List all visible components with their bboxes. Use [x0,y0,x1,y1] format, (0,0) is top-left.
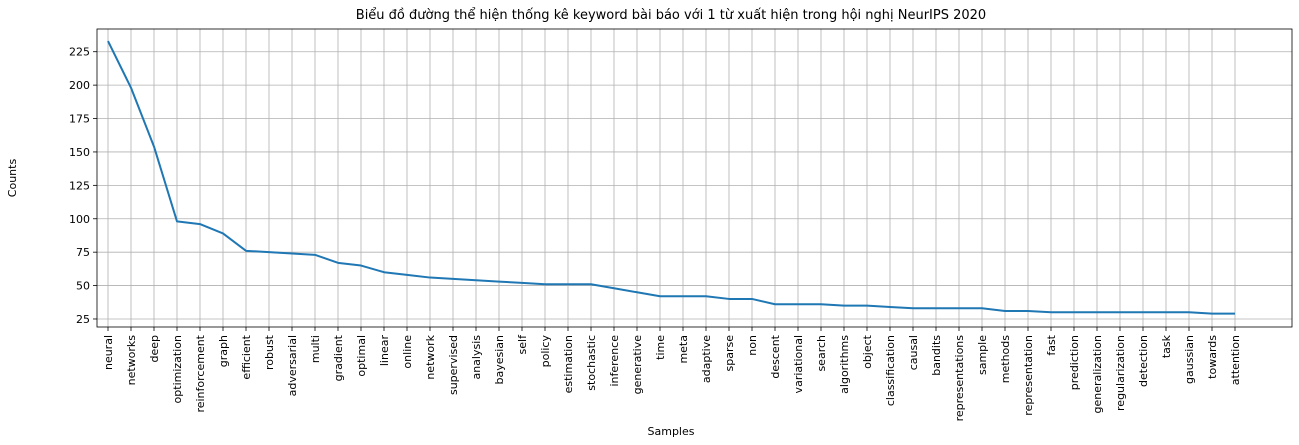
x-tick-label: non [746,335,759,356]
x-tick-label: time [654,335,667,360]
y-tick-label: 150 [69,146,90,159]
x-tick-label: online [401,335,414,369]
x-tick-label: networks [125,335,138,386]
x-tick-label: search [815,335,828,372]
x-tick-label: bayesian [493,335,506,385]
x-tick-label: prediction [1068,335,1081,390]
x-tick-label: representations [953,335,966,422]
x-gridlines [107,29,1236,327]
x-tick-label: optimal [355,335,368,377]
x-tick-label: meta [677,335,690,364]
x-tick-label: sample [976,335,989,375]
x-tick-label: adaptive [700,335,713,383]
x-tick-label: representation [1022,335,1035,416]
y-gridlines [97,51,1292,320]
y-tick-label: 100 [69,213,90,226]
y-tick-label: 225 [69,46,90,59]
x-tick-label: multi [309,335,322,363]
x-tick-label: regularization [1114,335,1127,411]
x-tick-label: generative [631,335,644,395]
x-tick-label: stochastic [585,335,598,391]
x-tick-label: efficient [240,334,253,379]
y-tick-label: 175 [69,113,90,126]
x-tick-label: analysis [470,335,483,380]
y-axis-title: Counts [6,159,19,198]
x-axis-ticks: neural networks deep optimization reinforcem… [102,327,1242,421]
x-tick-label: bandits [930,335,943,376]
x-tick-label: self [516,334,529,355]
x-tick-label: optimization [171,335,184,403]
x-tick-label: detection [1137,335,1150,387]
x-tick-label: variational [792,335,805,393]
x-tick-label: methods [999,335,1012,383]
x-tick-label: gaussian [1183,335,1196,384]
x-tick-label: deep [148,335,161,363]
x-tick-label: inference [608,335,621,387]
x-tick-label: fast [1045,334,1058,355]
x-tick-label: towards [1206,335,1219,379]
x-tick-label: task [1160,334,1173,358]
x-tick-label: object [861,334,874,369]
series-line [107,40,1235,315]
x-tick-label: adversarial [286,335,299,396]
series-group [107,40,1236,315]
y-axis-ticks: 25 50 75 100 125 150 175 200 225 [69,46,97,326]
y-tick-label: 125 [69,179,90,192]
x-tick-label: reinforcement [194,334,207,412]
x-tick-label: graph [217,335,230,367]
chart-title: Biểu đồ đường thể hiện thống kê keyword … [356,8,986,23]
x-tick-label: algorithms [838,335,851,394]
x-tick-label: gradient [332,334,345,381]
x-axis-title: Samples [648,425,695,438]
y-tick-label: 50 [76,280,90,293]
x-tick-label: neural [102,335,115,370]
x-tick-label: causal [907,335,920,370]
x-tick-label: robust [263,334,276,370]
x-tick-label: estimation [562,335,575,393]
x-tick-label: policy [539,335,552,368]
x-tick-label: classification [884,335,897,406]
y-tick-label: 25 [76,313,90,326]
y-tick-label: 75 [76,246,90,259]
plot-frame [96,28,1293,328]
x-tick-label: sparse [723,335,736,372]
x-tick-label: descent [769,334,782,378]
x-tick-label: linear [378,335,391,367]
y-tick-label: 200 [69,79,90,92]
x-tick-label: supervised [447,335,460,395]
x-tick-label: network [424,334,437,379]
x-tick-label: generalization [1091,335,1104,413]
x-tick-label: attention [1229,335,1242,385]
